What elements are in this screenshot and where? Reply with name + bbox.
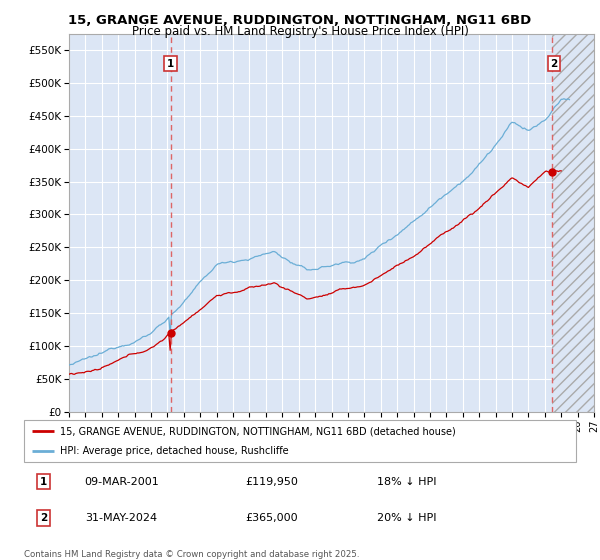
Text: 2: 2 xyxy=(40,513,47,523)
Text: £119,950: £119,950 xyxy=(245,477,298,487)
Text: 09-MAR-2001: 09-MAR-2001 xyxy=(85,477,160,487)
Text: 18% ↓ HPI: 18% ↓ HPI xyxy=(377,477,437,487)
Text: 15, GRANGE AVENUE, RUDDINGTON, NOTTINGHAM, NG11 6BD (detached house): 15, GRANGE AVENUE, RUDDINGTON, NOTTINGHA… xyxy=(60,426,455,436)
Text: £365,000: £365,000 xyxy=(245,513,298,523)
Text: HPI: Average price, detached house, Rushcliffe: HPI: Average price, detached house, Rush… xyxy=(60,446,289,456)
Bar xyxy=(551,34,594,412)
Text: 2: 2 xyxy=(551,59,558,69)
Text: Contains HM Land Registry data © Crown copyright and database right 2025.
This d: Contains HM Land Registry data © Crown c… xyxy=(24,550,359,560)
FancyBboxPatch shape xyxy=(24,420,576,462)
Text: Price paid vs. HM Land Registry's House Price Index (HPI): Price paid vs. HM Land Registry's House … xyxy=(131,25,469,38)
Text: 15, GRANGE AVENUE, RUDDINGTON, NOTTINGHAM, NG11 6BD: 15, GRANGE AVENUE, RUDDINGTON, NOTTINGHA… xyxy=(68,14,532,27)
Text: 20% ↓ HPI: 20% ↓ HPI xyxy=(377,513,437,523)
Text: 31-MAY-2024: 31-MAY-2024 xyxy=(85,513,157,523)
Text: 1: 1 xyxy=(167,59,174,69)
Text: 1: 1 xyxy=(40,477,47,487)
